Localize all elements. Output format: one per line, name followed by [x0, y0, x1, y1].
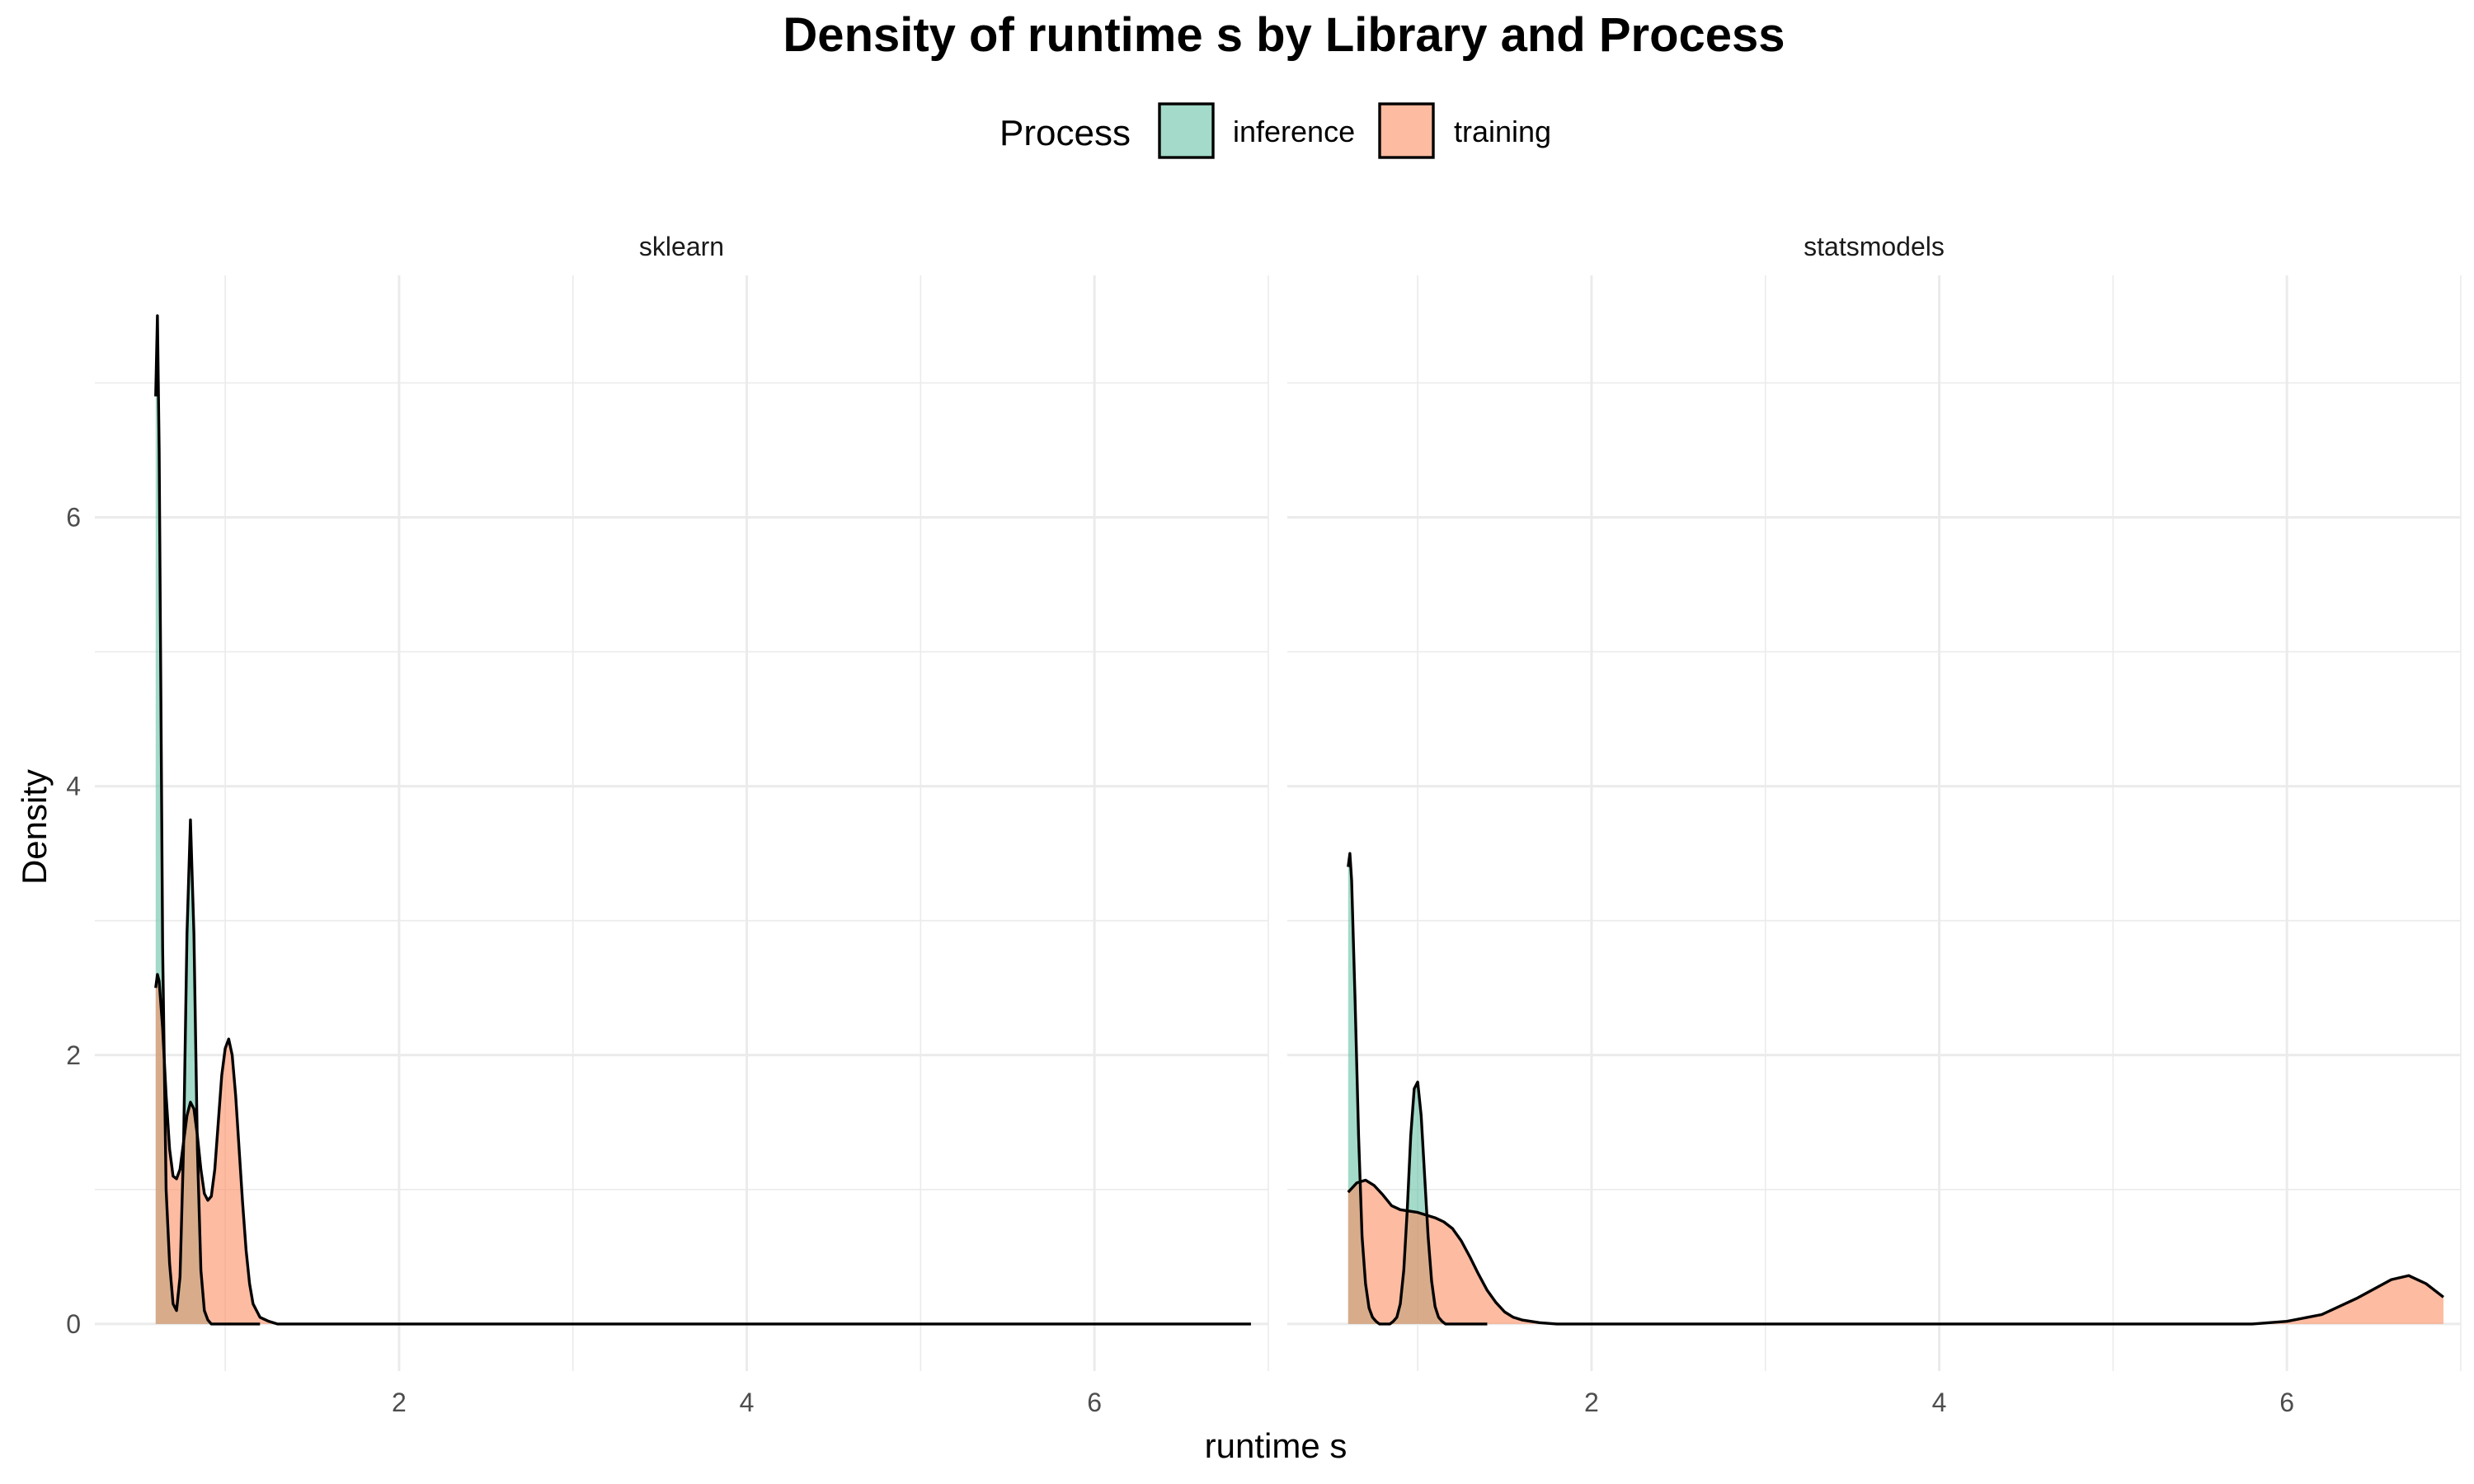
- x-axis-title: runtime s: [1205, 1426, 1348, 1465]
- density-area-training: [1348, 1180, 2443, 1324]
- chart-title: Density of runtime s by Library and Proc…: [783, 8, 1785, 62]
- density-line-inference: [1347, 852, 1488, 1326]
- x-tick-label: 6: [1087, 1388, 1102, 1417]
- x-tick-label: 6: [2279, 1388, 2294, 1417]
- x-tick-label: 4: [740, 1388, 755, 1417]
- legend-label-inference: inference: [1233, 115, 1355, 148]
- legend-key-inference: [1158, 102, 1215, 159]
- facet-label-sklearn: sklearn: [639, 232, 724, 261]
- density-line-inference: [154, 314, 261, 1326]
- y-tick-label: 6: [66, 503, 81, 533]
- x-tick-label: 2: [392, 1388, 407, 1417]
- facet-panel-statsmodels: statsmodels 2 4 6: [1287, 232, 2462, 1417]
- density-line-training: [1347, 1178, 2444, 1326]
- legend: Process inference training: [999, 102, 1551, 159]
- density-area-training: [155, 974, 1251, 1324]
- legend-title: Process: [999, 113, 1131, 153]
- density-line-training: [154, 973, 1251, 1326]
- y-axis-title: Density: [15, 769, 54, 885]
- legend-key-training: [1378, 102, 1435, 159]
- legend-label-training: training: [1454, 115, 1551, 148]
- facet-panel-sklearn: sklearn 2 4 6 0 2 4 6: [66, 232, 1269, 1417]
- facet-label-statsmodels: statsmodels: [1804, 232, 1945, 261]
- y-tick-label: 2: [66, 1040, 81, 1070]
- x-tick-label: 2: [1584, 1388, 1599, 1417]
- x-tick-label: 4: [1932, 1388, 1947, 1417]
- y-tick-label: 0: [66, 1309, 81, 1339]
- y-tick-label: 4: [66, 772, 81, 801]
